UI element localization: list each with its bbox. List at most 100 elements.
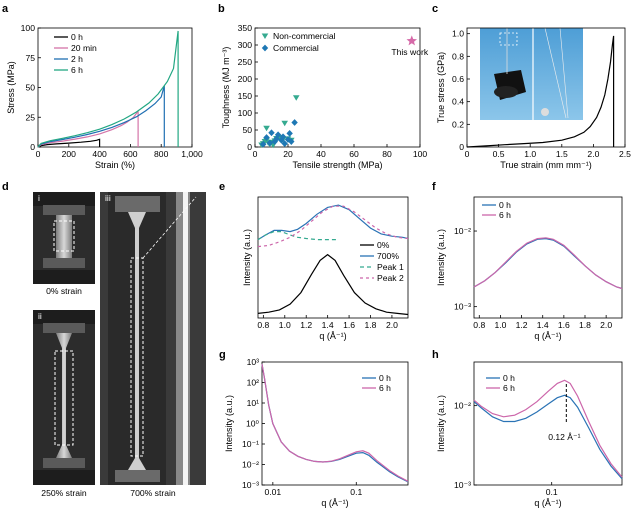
x-axis-label: q (Å⁻¹) — [534, 331, 561, 341]
x-axis-label: q (Å⁻¹) — [319, 331, 346, 341]
scatter-point-diamond — [279, 133, 287, 141]
plot-frame-f — [473, 196, 623, 319]
series-line-0-h — [473, 237, 623, 290]
y-tick-label: 0 — [459, 142, 464, 152]
chart-f: 0.8 1.0 1.2 1.4 1.6 1.8 2.0 10⁻² 10⁻³ q (Å⁻¹) Inte… — [436, 196, 623, 341]
chart-a: 0 200 400 600 800 1,000 0 25 50 75 100 Strain (%) St… — [6, 23, 203, 170]
scatter-point-star — [406, 35, 417, 46]
y-tick-label: 250 — [238, 57, 253, 67]
y-tick-label: 10⁻³ — [454, 302, 471, 312]
photo-sub-iii: iii — [105, 193, 111, 203]
this-work-label: This work — [391, 47, 428, 57]
series-line-700- — [257, 204, 409, 241]
photo-0-strain — [33, 192, 95, 284]
series-line-peak-1 — [257, 231, 339, 241]
y-tick-label: 10² — [247, 378, 260, 388]
y-tick-label: 10⁻¹ — [242, 439, 259, 449]
plot-frame-c — [466, 27, 626, 148]
x-tick-label: 1.0 — [524, 149, 536, 159]
x-tick-label: 0 — [253, 149, 258, 159]
x-tick-label: 0.5 — [493, 149, 505, 159]
scatter-point-diamond — [260, 140, 267, 148]
x-tick-label: 2.0 — [600, 320, 612, 330]
series-line-peak-2 — [257, 205, 409, 248]
series-line-6-h — [473, 379, 623, 478]
x-tick-label: 0.01 — [264, 487, 281, 497]
y-tick-label: 10⁻³ — [242, 480, 259, 490]
y-axis-label: Intensity (a.u.) — [242, 229, 252, 286]
legend-label: 6 h — [503, 383, 515, 393]
y-axis-label: Intensity (a.u.) — [436, 229, 446, 286]
plot-frame-a — [37, 27, 193, 148]
legend-label: 0 h — [379, 373, 391, 383]
legend-label: 2 h — [71, 54, 83, 64]
scatter-point-diamond — [281, 140, 288, 147]
x-tick-label: 1,000 — [181, 149, 203, 159]
x-tick-label: 1.6 — [343, 320, 355, 330]
x-tick-label: 1.2 — [300, 320, 312, 330]
y-tick-label: 0.6 — [452, 74, 464, 84]
caption-0-strain: 0% strain — [46, 286, 82, 296]
chart-b: 0 20 40 60 80 100 0 50 100 150 200 250 300 350 Tensile… — [221, 23, 429, 170]
x-tick-label: 1.4 — [537, 320, 549, 330]
x-tick-label: 1.5 — [556, 149, 568, 159]
x-tick-label: 0 — [465, 149, 470, 159]
panel-label-c: c — [432, 3, 438, 15]
y-axis-label: True stress (GPa) — [436, 52, 446, 123]
scatter-point-diamond — [274, 131, 282, 139]
y-tick-label: 10⁻² — [242, 460, 259, 470]
scatter-point-diamond — [266, 139, 274, 147]
y-tick-label: 10⁻² — [454, 226, 471, 236]
legend-label: 6 h — [499, 210, 511, 220]
y-tick-label: 350 — [238, 23, 253, 33]
scatter-point-diamond — [288, 138, 295, 145]
legend-label: Commercial — [273, 43, 319, 53]
legend-label: 0 h — [503, 373, 515, 383]
panel-c-inset-photo — [480, 27, 583, 120]
scatter-point-diamond — [263, 134, 270, 141]
photo-250-strain — [33, 310, 95, 485]
series-line-0-h — [473, 394, 623, 480]
legend-label: Non-commercial — [273, 31, 336, 41]
legend-label: 0 h — [499, 200, 511, 210]
legend-label: 6 h — [71, 65, 83, 75]
x-tick-label: 40 — [316, 149, 326, 159]
y-tick-label: 50 — [25, 83, 35, 93]
y-tick-label: 150 — [238, 91, 253, 101]
x-tick-label: 1.8 — [579, 320, 591, 330]
x-axis-label: q (Å⁻¹) — [321, 498, 348, 508]
photo-sub-ii: ii — [38, 311, 42, 321]
x-tick-label: 1.8 — [365, 320, 377, 330]
y-tick-label: 0 — [247, 142, 252, 152]
legend-label: Peak 2 — [377, 273, 404, 283]
photo-sub-i: i — [38, 193, 40, 203]
series-line-6-h — [473, 237, 623, 290]
y-tick-label: 100 — [21, 23, 36, 33]
legend-label: 0 h — [71, 32, 83, 42]
x-tick-label: 200 — [62, 149, 77, 159]
x-tick-label: 800 — [154, 149, 169, 159]
y-tick-label: 25 — [25, 112, 35, 122]
caption-250-strain: 250% strain — [41, 488, 87, 498]
panel-label-a: a — [2, 3, 9, 15]
x-tick-label: 2.0 — [587, 149, 599, 159]
chart-g: 0.01 0.1 10³ 10² 10¹ 10⁰ 10⁻¹ 10⁻² 10⁻³ q (Å⁻¹) In… — [224, 357, 409, 508]
x-axis-label: q (Å⁻¹) — [534, 498, 561, 508]
y-tick-label: 50 — [242, 125, 252, 135]
y-tick-label: 100 — [238, 108, 253, 118]
x-tick-label: 60 — [349, 149, 359, 159]
legend-label: 0% — [377, 240, 390, 250]
legend-label: Peak 1 — [377, 262, 404, 272]
y-tick-label: 10⁻² — [454, 401, 471, 411]
x-tick-label: 1.0 — [279, 320, 291, 330]
peak-annotation: 0.12 Å⁻¹ — [548, 432, 580, 442]
panel-label-d: d — [2, 181, 9, 193]
chart-h: 0.1 10⁻² 10⁻³ q (Å⁻¹) Intensity (a.u.) 0 h6 h… — [436, 361, 623, 508]
series-line-0- — [257, 253, 409, 316]
series-line-6-h — [37, 30, 179, 148]
photo-700-strain — [100, 192, 206, 485]
panel-label-h: h — [432, 349, 439, 361]
y-axis-label: Toughness (MJ m⁻³) — [221, 47, 231, 129]
x-tick-label: 1.4 — [322, 320, 334, 330]
